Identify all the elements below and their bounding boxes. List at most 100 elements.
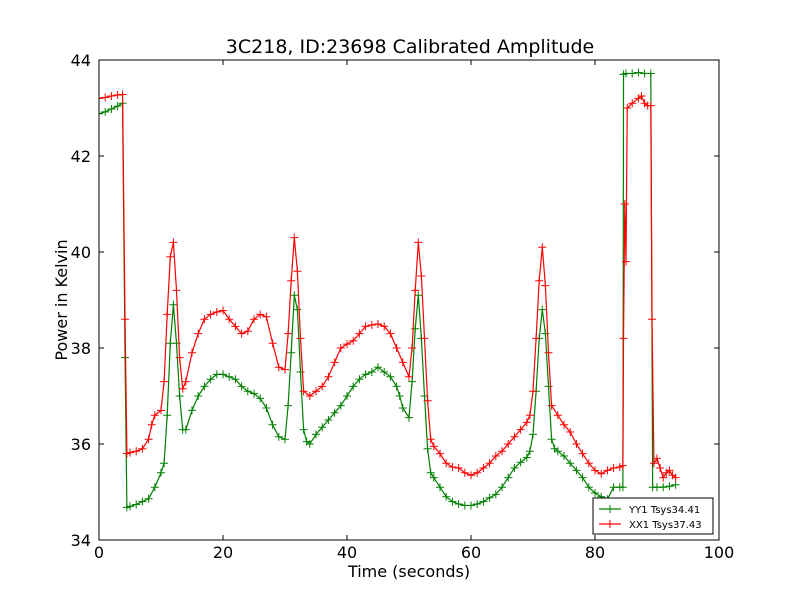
- legend-label: XX1 Tsys37.43: [629, 520, 702, 531]
- y-tick-label: 36: [71, 435, 91, 454]
- data-point: [648, 315, 657, 324]
- data-point: [281, 435, 289, 444]
- data-point: [296, 334, 305, 343]
- data-point: [274, 432, 283, 441]
- data-point: [237, 329, 246, 338]
- data-point: [172, 286, 181, 295]
- data-point: [305, 392, 314, 400]
- data-point: [312, 430, 320, 439]
- data-point: [200, 315, 209, 324]
- data-point: [622, 257, 630, 266]
- tick-layer: 0 20 40 60 80 100 34 36 38 40 42 44: [71, 51, 735, 562]
- y-tick-label: 44: [71, 51, 91, 70]
- data-point: [544, 382, 553, 391]
- data-point: [107, 92, 116, 100]
- data-point: [566, 459, 575, 468]
- data-point: [547, 401, 556, 410]
- data-point: [150, 411, 159, 420]
- data-point: [250, 315, 258, 324]
- data-point: [355, 375, 364, 384]
- data-point: [101, 107, 110, 116]
- data-point: [522, 418, 531, 427]
- data-point: [157, 406, 165, 415]
- x-tick-label: 40: [337, 543, 357, 562]
- data-point: [429, 442, 438, 451]
- data-point: [144, 494, 153, 503]
- data-point: [287, 276, 296, 285]
- data-point: [618, 483, 627, 492]
- data-point: [414, 238, 423, 247]
- data-point: [529, 387, 537, 396]
- data-point: [454, 464, 463, 472]
- data-point: [206, 375, 215, 384]
- data-point: [442, 459, 451, 468]
- data-point: [423, 396, 432, 405]
- data-point: [343, 340, 351, 349]
- data-point: [671, 473, 680, 482]
- data-point: [560, 452, 568, 460]
- data-point: [653, 454, 661, 463]
- data-point: [541, 281, 550, 290]
- data-point: [491, 490, 500, 499]
- data-point: [628, 99, 637, 108]
- data-point: [138, 497, 147, 506]
- x-axis-label: Time (seconds): [347, 562, 470, 581]
- legend-marker: [606, 520, 614, 528]
- data-point: [194, 392, 203, 400]
- data-point: [336, 344, 345, 352]
- data-point: [473, 500, 482, 508]
- data-point: [426, 468, 435, 477]
- data-point: [516, 425, 525, 434]
- data-point: [504, 473, 513, 482]
- data-point: [343, 392, 351, 400]
- data-point: [436, 449, 444, 458]
- data-point: [609, 464, 618, 472]
- y-axis-label: Power in Kelvin: [52, 239, 71, 360]
- data-point: [448, 463, 457, 472]
- chart-title: 3C218, ID:23698 Calibrated Amplitude: [226, 36, 594, 58]
- data-point: [318, 382, 327, 391]
- data-point: [178, 384, 187, 393]
- data-point: [417, 272, 426, 280]
- data-point: [623, 104, 632, 112]
- data-point: [572, 440, 581, 448]
- series-line: [99, 93, 676, 479]
- data-point: [262, 312, 271, 321]
- data-point: [646, 69, 655, 78]
- data-point: [374, 363, 382, 372]
- data-point: [175, 392, 184, 400]
- data-point: [603, 466, 612, 475]
- data-point: [408, 344, 417, 352]
- data-point: [529, 430, 537, 439]
- data-point: [479, 497, 488, 506]
- data-point: [538, 305, 547, 314]
- data-point: [395, 392, 404, 400]
- data-point: [256, 310, 265, 319]
- data-point: [157, 468, 165, 477]
- data-point: [491, 452, 500, 460]
- data-point: [572, 466, 581, 475]
- data-point: [584, 459, 593, 468]
- data-point: [454, 500, 463, 508]
- data-point: [361, 370, 370, 379]
- x-tick-label: 80: [585, 543, 605, 562]
- data-point: [132, 447, 141, 456]
- data-point: [414, 291, 423, 300]
- y-tick-label: 34: [71, 531, 91, 550]
- data-point: [169, 300, 178, 309]
- x-tick-label: 20: [213, 543, 233, 562]
- data-point: [560, 420, 568, 429]
- data-point: [118, 90, 127, 99]
- data-point: [299, 425, 308, 434]
- data-point: [113, 102, 122, 111]
- data-point: [659, 473, 668, 482]
- data-point: [361, 322, 370, 331]
- data-point: [485, 493, 494, 502]
- data-point: [504, 440, 513, 448]
- data-point: [163, 411, 172, 420]
- data-point: [126, 448, 134, 457]
- data-point: [510, 432, 519, 441]
- data-point: [225, 315, 234, 324]
- data-point: [448, 497, 457, 506]
- data-point: [553, 447, 562, 456]
